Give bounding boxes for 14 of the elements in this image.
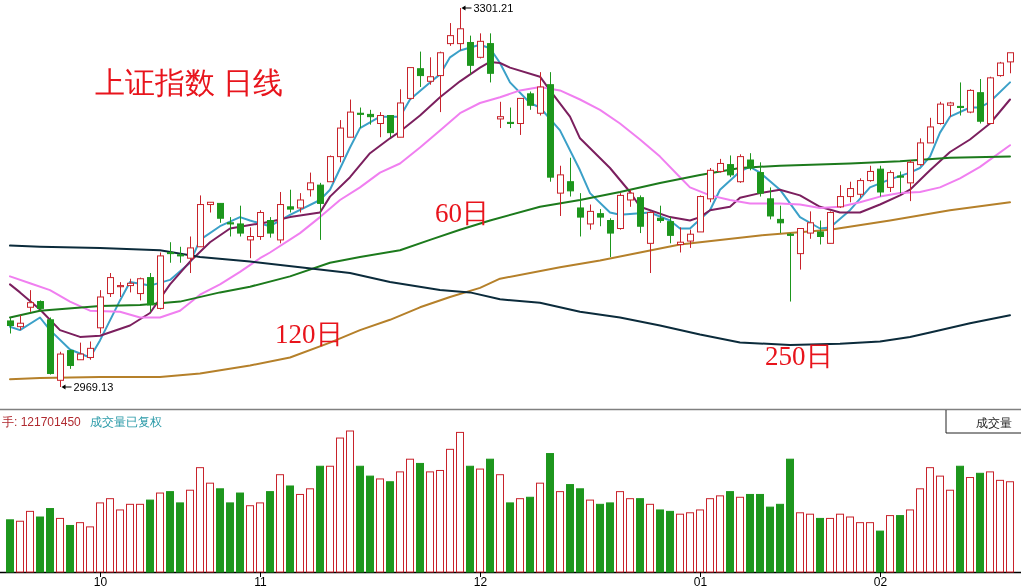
annotation: 60日 bbox=[435, 198, 489, 228]
annotation: 2969.13 bbox=[73, 381, 114, 393]
text: 手: 121701450 bbox=[2, 415, 82, 429]
x-tick-label: 10 bbox=[93, 575, 108, 588]
x-tick-label: 01 bbox=[693, 575, 708, 588]
x-tick-label: 12 bbox=[473, 575, 488, 588]
x-tick-label: 11 bbox=[254, 575, 268, 588]
annotation: 3301.21 bbox=[473, 2, 514, 14]
x-tick-label: 02 bbox=[873, 575, 888, 588]
text: 成交量已复权 bbox=[90, 415, 162, 429]
annotation: 120日 bbox=[275, 319, 343, 349]
text: 上证指数 日线 bbox=[95, 66, 283, 99]
text: 成交量 bbox=[976, 416, 1012, 430]
annotation: 250日 bbox=[765, 341, 833, 371]
